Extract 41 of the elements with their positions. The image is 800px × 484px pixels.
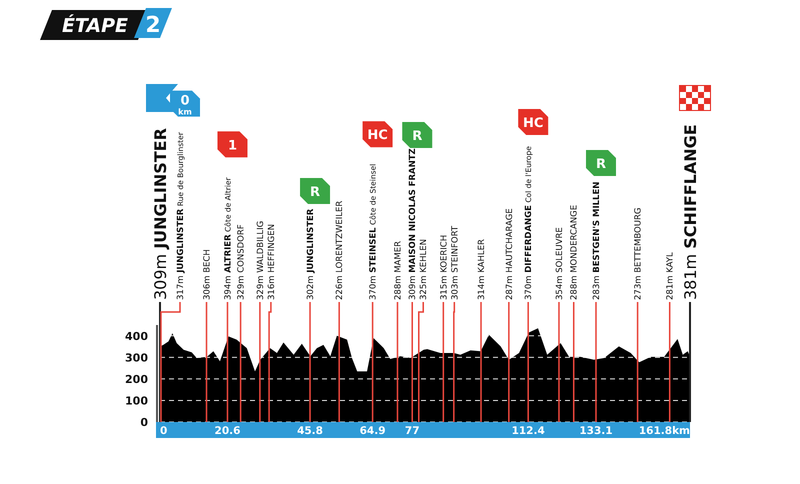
ref-line-label: 281m KAYL xyxy=(666,252,676,300)
ref-line-label: 315m KOERICH xyxy=(439,234,450,300)
x-tick-label: 0 xyxy=(160,425,168,437)
text: R xyxy=(412,129,422,144)
y-tick-label: 200 xyxy=(125,372,148,386)
ref-line-label: 314m KAHLER xyxy=(477,239,488,300)
text: HC xyxy=(522,116,544,131)
ref-line-label: 316m HEFFINGEN xyxy=(266,224,277,300)
y-tick-label: 0 xyxy=(140,416,148,429)
ref-line-label: 287m HAUTCHARAGE xyxy=(504,208,515,300)
ref-line-label: 325m KEHLEN xyxy=(419,238,430,300)
ref-line-label: 302m JUNGLINSTER xyxy=(306,208,316,300)
text: 0 km xyxy=(178,94,192,117)
ref-line-label: 329m CONSDORF xyxy=(236,224,247,300)
x-tick-label: 20.6 xyxy=(214,425,240,437)
text: HC xyxy=(367,128,388,144)
text: 1 xyxy=(228,138,237,154)
x-tick-label: 112.4 xyxy=(512,425,545,437)
ref-line-label: 288m MONDERCANGE xyxy=(570,204,580,300)
text: R xyxy=(310,185,320,200)
ref-line-label: 306m BECH xyxy=(202,249,213,300)
ref-line-label: 309m MAISON NICOLAS FRANTZ xyxy=(408,148,418,300)
ref-line-label: 381m SCHIFFLANGE xyxy=(681,124,700,300)
text: R xyxy=(596,157,606,172)
y-tick-label: 300 xyxy=(125,351,148,364)
ref-line-label: 288m MAMER xyxy=(393,240,404,300)
x-tick-label: 64.9 xyxy=(360,425,386,437)
ref-line-label: 226m LORENTZWEILER xyxy=(335,200,346,300)
y-tick-label: 100 xyxy=(125,394,148,408)
ref-line-label: 354m SOLEUVRE xyxy=(554,227,565,300)
y-tick-label: 400 xyxy=(125,330,148,343)
ref-line-label: 329m WALDBILLIG xyxy=(256,220,266,300)
ref-line-label: 303m STEINFORT xyxy=(450,225,460,300)
x-tick-label: 161.8km xyxy=(638,425,690,437)
x-tick-label: 77 xyxy=(404,425,420,437)
ref-line-label: 309m JUNGLINSTER xyxy=(151,128,170,300)
ref-line-label: 283m BESTGEN'S MILLEN xyxy=(592,182,602,300)
x-tick-label: 133.1 xyxy=(579,425,613,437)
x-tick-label: 45.8 xyxy=(297,425,323,437)
chart-title: ÉTAPE 2 xyxy=(62,13,161,38)
ref-line-label: 273m BETTEMBOURG xyxy=(634,208,644,300)
